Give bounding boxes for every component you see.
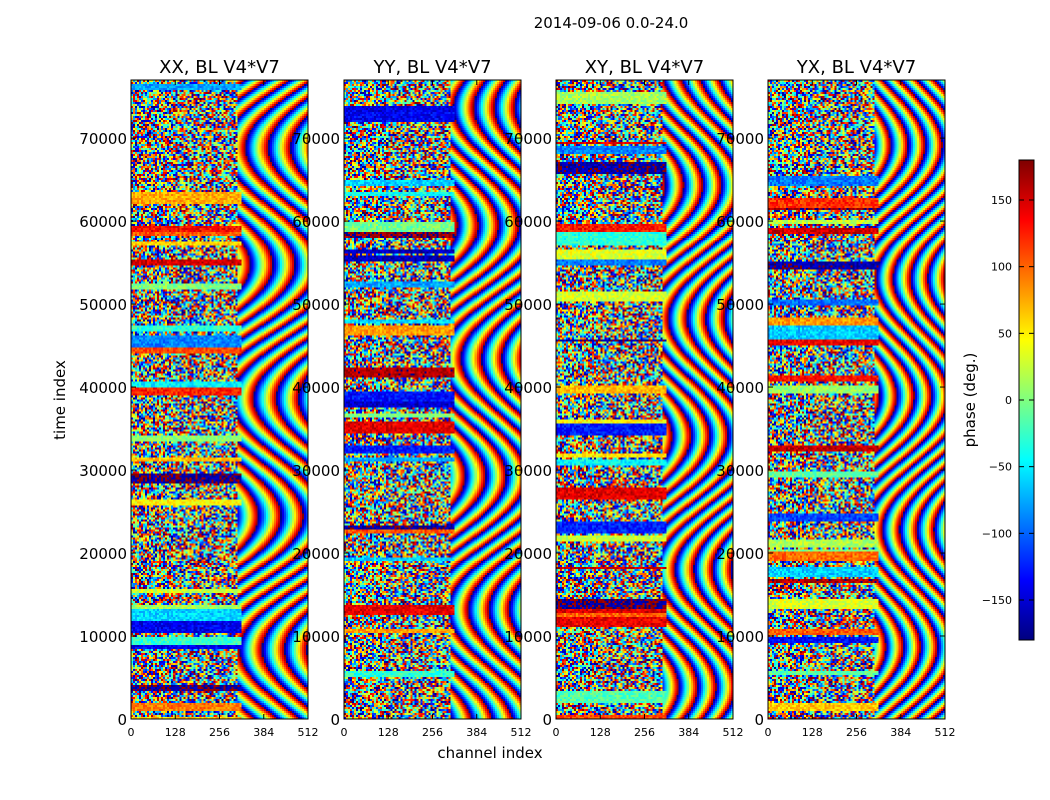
x-tick-label: 512 (511, 726, 532, 739)
y-tick-label: 60000 (292, 213, 340, 231)
y-tick-label: 40000 (292, 379, 340, 397)
panel-title: YY, BL V4*V7 (372, 57, 491, 78)
colorbar-tick-label: −150 (982, 594, 1012, 607)
panel-4: YX, BL V4*V7 0 128 256 384 512 0 10000 20000 3000… (716, 57, 955, 739)
x-tick-label: 384 (466, 726, 487, 739)
x-tick-label: 512 (935, 726, 956, 739)
panel-title: XX, BL V4*V7 (159, 57, 280, 78)
colorbar-ticks: 150 100 50 0 −50 −100 −150 (982, 194, 1034, 607)
y-tick-label: 30000 (504, 462, 552, 480)
x-tick-label: 512 (723, 726, 744, 739)
panel-2: YY, BL V4*V7 0 128 256 384 512 0 10000 20000 3000… (292, 57, 531, 739)
y-tick-label: 60000 (79, 213, 127, 231)
colorbar-tick-label: −100 (982, 527, 1012, 540)
y-tick-label: 40000 (79, 379, 127, 397)
x-tick-label: 0 (553, 726, 560, 739)
y-tick-label: 40000 (504, 379, 552, 397)
y-tick-label: 70000 (716, 130, 764, 148)
x-tick-label: 128 (378, 726, 399, 739)
y-tick-label: 20000 (716, 545, 764, 563)
colorbar-tick-label: 50 (998, 327, 1012, 340)
panels: XX, BL V4*V7 0 128 256 384 512 0 10000 20000 3000… (79, 57, 955, 739)
x-tick-label: 384 (890, 726, 911, 739)
y-tick-label: 10000 (292, 628, 340, 646)
y-tick-label: 0 (330, 711, 340, 729)
figure-suptitle: 2014-09-06 0.0-24.0 (534, 14, 689, 32)
y-tick-label: 20000 (79, 545, 127, 563)
x-tick-label: 512 (298, 726, 319, 739)
colorbar: 150 100 50 0 −50 −100 −150 phase (deg.) (961, 159, 1035, 641)
panel-title: XY, BL V4*V7 (585, 57, 704, 78)
x-tick-label: 128 (590, 726, 611, 739)
x-axis-label: channel index (437, 744, 542, 762)
y-tick-label: 50000 (79, 296, 127, 314)
phase-heatmap (131, 80, 308, 719)
panel-1: XX, BL V4*V7 0 128 256 384 512 0 10000 20000 3000… (79, 57, 318, 739)
phase-heatmap (768, 80, 945, 719)
panel-3: XY, BL V4*V7 0 128 256 384 512 0 10000 20000 3000… (504, 57, 743, 739)
x-tick-label: 256 (422, 726, 443, 739)
x-tick-label: 0 (765, 726, 772, 739)
x-tick-label: 384 (253, 726, 274, 739)
colorbar-label: phase (deg.) (961, 353, 979, 448)
colorbar-tick-label: 150 (991, 194, 1012, 207)
y-tick-label: 10000 (716, 628, 764, 646)
y-tick-label: 60000 (504, 213, 552, 231)
y-tick-label: 0 (754, 711, 764, 729)
phase-heatmap (344, 80, 521, 719)
y-tick-label: 50000 (716, 296, 764, 314)
y-tick-label: 30000 (79, 462, 127, 480)
colorbar-tick-label: −50 (989, 461, 1012, 474)
y-tick-label: 40000 (716, 379, 764, 397)
colorbar-tick-label: 0 (1005, 394, 1012, 407)
y-tick-label: 30000 (716, 462, 764, 480)
y-tick-label: 70000 (504, 130, 552, 148)
x-tick-label: 256 (209, 726, 230, 739)
y-tick-label: 0 (542, 711, 552, 729)
x-tick-label: 256 (846, 726, 867, 739)
y-tick-label: 20000 (504, 545, 552, 563)
x-tick-label: 256 (634, 726, 655, 739)
y-tick-label: 0 (117, 711, 127, 729)
y-tick-label: 50000 (292, 296, 340, 314)
panel-title: YX, BL V4*V7 (796, 57, 916, 78)
y-tick-label: 50000 (504, 296, 552, 314)
y-tick-label: 60000 (716, 213, 764, 231)
x-tick-label: 384 (678, 726, 699, 739)
y-tick-label: 20000 (292, 545, 340, 563)
x-tick-label: 128 (165, 726, 186, 739)
y-tick-label: 10000 (79, 628, 127, 646)
phase-heatmap (556, 80, 733, 719)
y-tick-label: 70000 (292, 130, 340, 148)
y-tick-label: 70000 (79, 130, 127, 148)
y-tick-label: 30000 (292, 462, 340, 480)
y-tick-label: 10000 (504, 628, 552, 646)
x-tick-label: 0 (341, 726, 348, 739)
x-tick-label: 0 (128, 726, 135, 739)
x-tick-label: 128 (802, 726, 823, 739)
colorbar-tick-label: 100 (991, 261, 1012, 274)
y-axis-label: time index (51, 360, 69, 440)
